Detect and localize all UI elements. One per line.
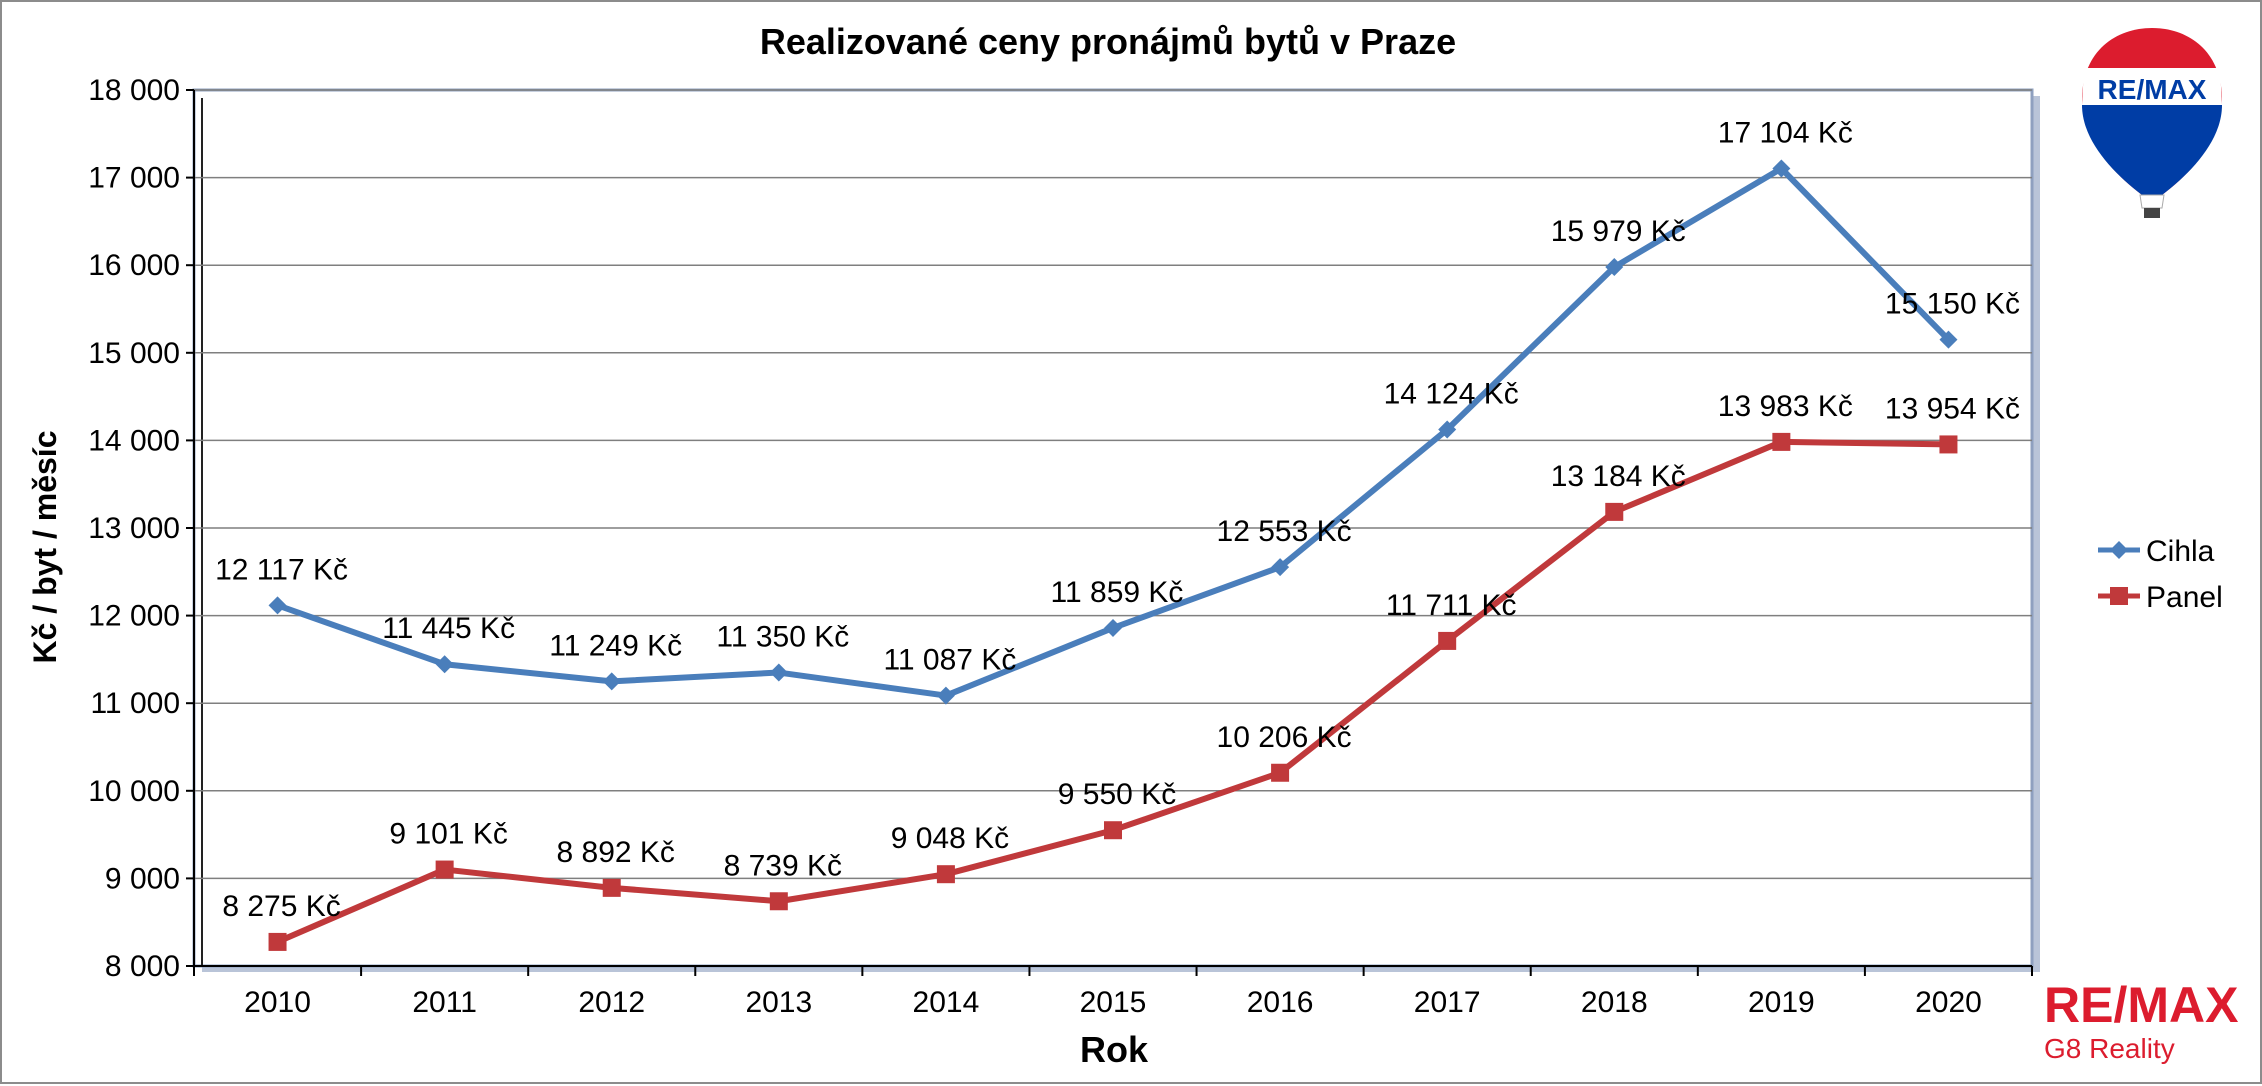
data-label-cihla: 11 249 Kč (549, 629, 682, 662)
data-point-panel (268, 932, 287, 951)
data-label-panel: 8 739 Kč (724, 849, 842, 882)
y-tick-label: 18 000 (88, 74, 180, 107)
y-tick-label: 17 000 (88, 162, 180, 195)
data-point-cihla (1438, 420, 1457, 439)
chart-title: Realizované ceny pronájmů bytů v Praze (760, 21, 1456, 62)
data-label-cihla: 11 445 Kč (382, 612, 515, 645)
data-point-panel (1939, 435, 1958, 454)
data-label-panel: 10 206 Kč (1217, 721, 1352, 754)
data-point-panel (1271, 763, 1290, 782)
data-label-panel: 8 892 Kč (557, 836, 675, 869)
y-tick-label: 13 000 (88, 512, 180, 545)
x-tick-label: 2016 (1247, 986, 1314, 1019)
y-tick-label: 8 000 (105, 950, 180, 983)
legend-marker-panel (2110, 587, 2128, 605)
x-tick-label: 2019 (1748, 986, 1815, 1019)
data-label-cihla: 11 087 Kč (883, 644, 1016, 677)
data-label-cihla: 11 350 Kč (716, 621, 849, 654)
data-point-cihla (268, 596, 287, 615)
data-label-panel: 9 550 Kč (1058, 778, 1176, 811)
data-point-cihla (435, 655, 454, 674)
y-tick-label: 9 000 (105, 862, 180, 895)
data-point-cihla (1605, 258, 1624, 277)
x-axis-ticks: 2010 2011 2012 2013 2014 2015 2016 2017 2018 2019… (193, 965, 2033, 1019)
y-axis-ticks: 8 000 9 000 10 000 11 000 12 000 13 000 14 000… (88, 74, 195, 983)
x-tick-label: 2013 (745, 986, 812, 1019)
x-axis-title: Rok (1080, 1029, 1149, 1070)
data-point-cihla (936, 686, 955, 705)
x-tick-label: 2014 (913, 986, 980, 1019)
x-tick-label: 2010 (244, 986, 311, 1019)
y-axis-title: Kč / byt / měsíc (27, 431, 63, 664)
y-tick-label: 11 000 (90, 687, 180, 720)
data-point-cihla (1104, 618, 1122, 637)
data-point-panel (602, 878, 621, 897)
x-tick-label: 2011 (412, 986, 477, 1019)
x-tick-label: 2012 (578, 986, 645, 1019)
data-point-panel (1772, 432, 1791, 451)
data-point-cihla (1271, 558, 1290, 577)
data-point-cihla (602, 672, 621, 691)
data-label-panel: 13 954 Kč (1885, 392, 2020, 425)
data-label-panel: 13 983 Kč (1718, 390, 1853, 423)
data-label-panel: 13 184 Kč (1551, 460, 1686, 493)
remax-balloon-logo: RE/MAX (2082, 28, 2222, 218)
g8-reality-subtitle: G8 Reality (2044, 1033, 2175, 1064)
x-tick-label: 2018 (1581, 986, 1648, 1019)
x-tick-label: 2017 (1414, 986, 1481, 1019)
data-point-panel (1605, 502, 1624, 521)
data-label-cihla: 15 979 Kč (1551, 215, 1686, 248)
data-point-cihla (769, 663, 788, 682)
remax-wordmark: RE/MAX (2044, 977, 2238, 1033)
data-point-panel (1438, 631, 1457, 650)
gridlines (194, 89, 2032, 967)
y-tick-label: 14 000 (88, 424, 180, 457)
legend-marker-cihla (2110, 541, 2128, 559)
data-point-cihla (1772, 159, 1791, 178)
data-label-cihla: 11 859 Kč (1051, 576, 1184, 609)
data-label-panel: 9 101 Kč (389, 818, 507, 851)
legend: Cihla Panel (2098, 535, 2223, 614)
data-label-cihla: 12 117 Kč (215, 553, 348, 586)
data-label-cihla: 12 553 Kč (1217, 515, 1352, 548)
data-labels: 12 117 Kč 11 445 Kč 11 249 Kč 11 350 Kč 11 0… (215, 116, 2020, 922)
x-tick-label: 2015 (1080, 986, 1147, 1019)
legend-label-panel: Panel (2146, 581, 2223, 614)
legend-label-cihla: Cihla (2146, 535, 2215, 568)
y-tick-label: 10 000 (88, 775, 180, 808)
data-point-panel (769, 892, 788, 911)
data-label-panel: 9 048 Kč (891, 822, 1009, 855)
series-layer (268, 159, 1958, 951)
data-point-panel (936, 865, 955, 884)
data-label-cihla: 14 124 Kč (1384, 378, 1519, 411)
y-tick-label: 15 000 (88, 337, 180, 370)
data-label-panel: 11 711 Kč (1386, 589, 1517, 622)
y-tick-label: 12 000 (88, 600, 180, 633)
data-point-cihla (1939, 330, 1958, 349)
data-label-panel: 8 275 Kč (222, 890, 340, 923)
data-label-cihla: 15 150 Kč (1885, 288, 2020, 321)
data-label-cihla: 17 104 Kč (1718, 116, 1853, 149)
balloon-logo-text: RE/MAX (2098, 74, 2207, 105)
y-tick-label: 16 000 (88, 249, 180, 282)
x-tick-label: 2020 (1915, 986, 1982, 1019)
data-point-panel (1104, 821, 1122, 840)
data-point-panel (435, 860, 454, 879)
